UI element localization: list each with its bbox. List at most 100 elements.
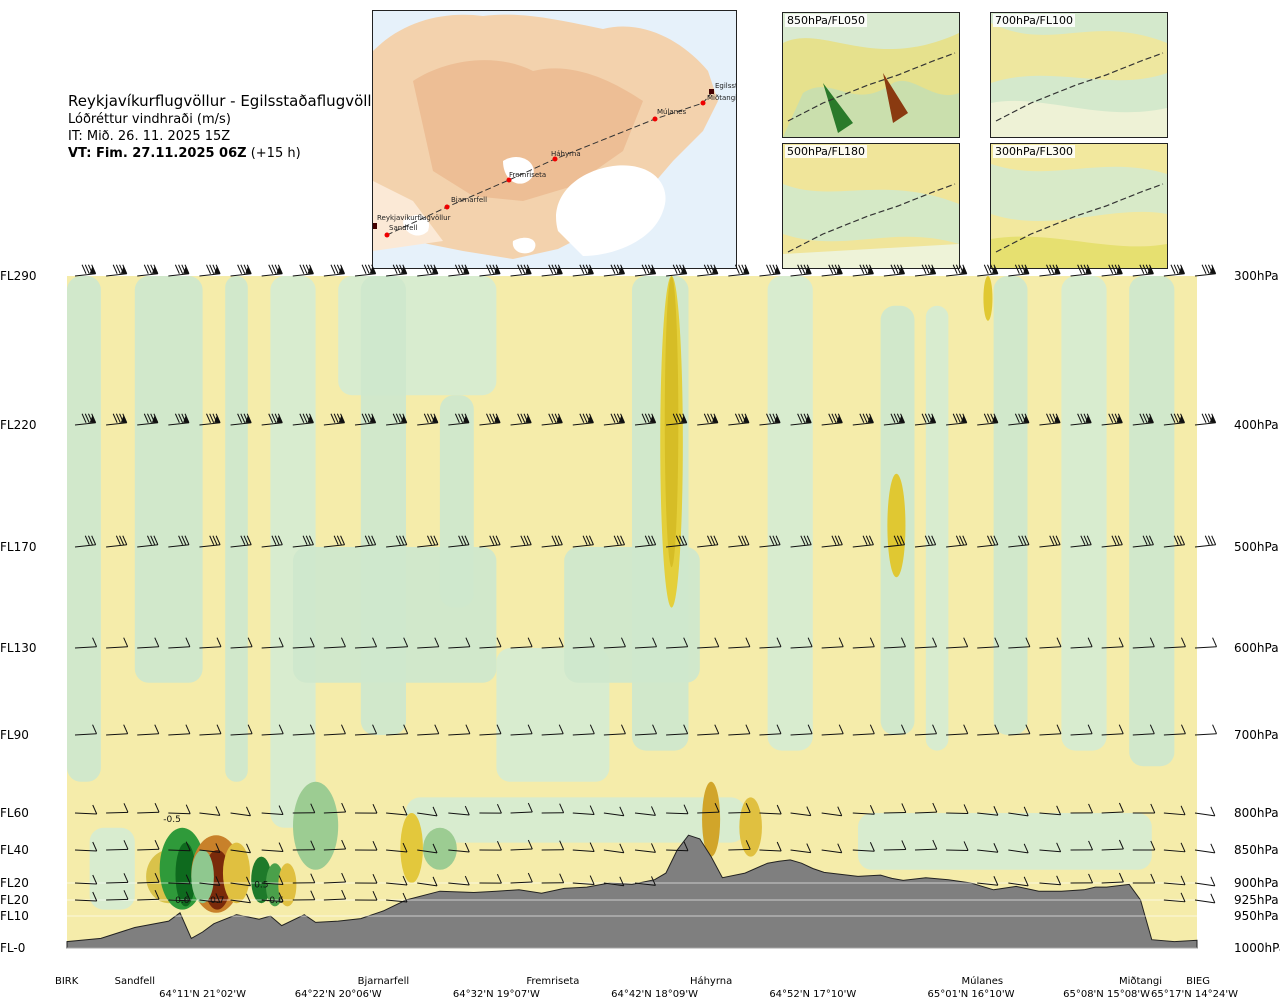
wind-barb [728,264,750,277]
wind-barb [510,637,533,649]
pressure-axis: 300hPa 400hPa 500hPa 600hPa 700hPa 800hPa 850h… [1234,269,1280,955]
wind-barb [1070,840,1094,851]
wind-barb [1101,535,1123,548]
field-cell-18 [702,781,721,857]
route-map-graphic: Reykjavíkurflugvöllur Sandfell Bjarnarfe… [373,11,736,268]
wind-barb [1039,724,1062,736]
field-band-1 [134,276,203,683]
wind-barb [261,413,283,426]
wind-barb [572,413,594,426]
wind-barb [1070,803,1094,814]
wind-barb [168,724,191,736]
wind-barb [74,724,98,736]
field-cell-15 [664,276,679,568]
pressure-level-label: 700hPa [1234,728,1279,742]
wind-barb [1163,892,1186,903]
wind-barb [74,264,97,277]
wind-barb [1132,264,1154,277]
wind-barb [541,803,565,814]
wind-barb [852,264,874,277]
wind-barb [1194,893,1216,904]
field-cell-17 [983,276,993,321]
wind-barb [74,874,98,885]
map-label-sandfell: Sandfell [389,224,417,232]
wind-barb [261,842,284,853]
wind-barb [541,264,563,277]
wind-barb [728,724,751,736]
wind-barb [292,840,316,851]
wind-barb [386,892,408,903]
value-label: -0.5 [163,815,181,825]
wind-barb [1163,637,1186,649]
wind-barb [634,724,658,736]
wind-barb [479,264,501,277]
wind-barb [1194,876,1216,887]
level-map-700-graphic [991,13,1167,137]
wind-barb [230,264,252,277]
station-label: Háhyrna [690,975,732,987]
wind-barb [541,724,564,736]
wind-barb [1132,724,1155,736]
wind-barb [1070,264,1092,277]
wind-barb [292,724,315,736]
wind-barb [448,724,471,736]
coordinate-label: 64°52'N 17°10'W [769,989,856,1000]
wind-barb [1070,413,1092,426]
station-label: BIEG [1186,976,1210,987]
field-cell-7 [222,842,251,904]
wind-barb [1101,637,1124,649]
wind-barb [510,872,533,884]
wind-barb [106,890,129,901]
station-label: Fremriseta [526,976,579,987]
wind-barb [790,264,812,277]
flight-level-label: FL10 [0,909,29,923]
wind-barb [852,637,875,649]
wind-barb [883,840,907,851]
wind-barb [479,873,502,884]
wind-barb [137,839,160,851]
wind-barb [728,413,750,426]
wind-barb [230,637,253,649]
wind-barb [634,843,656,853]
wind-barb [292,535,314,548]
level-map-850-label: 850hPa/FL050 [785,14,868,27]
wind-barb [790,413,812,426]
wind-barb [852,805,875,815]
level-map-500: 500hPa/FL180 [782,143,960,269]
wind-barb [821,264,843,277]
field-band-7 [439,395,474,608]
wind-barb [74,637,98,649]
map-label-fremriseta: Fremriseta [509,171,546,179]
wind-barb [883,413,906,426]
wind-barb [634,806,656,816]
wind-barb [728,803,751,814]
wind-barb [354,840,378,851]
wind-barb [821,535,843,548]
wind-barb [1163,875,1186,886]
wind-barb [448,875,470,886]
wind-barb [1101,802,1124,814]
wind-barb [666,535,688,548]
wind-barb [386,637,409,649]
wind-barb [261,892,284,903]
wind-barb [572,637,595,649]
wind-barb [479,840,502,851]
wind-barb [572,535,594,548]
terrain-shape [66,834,1198,949]
wind-barb [1194,413,1217,426]
wind-barb [697,637,720,649]
wind-barb [479,803,502,814]
map-label-bjarnarfell: Bjarnarfell [451,196,487,204]
wind-barb [541,535,563,548]
wind-barb [1039,842,1062,853]
wind-barb [510,535,532,548]
wind-barb [448,264,470,277]
wind-barb [168,804,191,815]
wind-barb [666,724,689,736]
flight-level-label: FL170 [0,540,37,554]
wind-barb [168,841,191,852]
field-cell-19 [739,797,762,857]
wind-barb [946,264,968,277]
level-map-700: 700hPa/FL100 [990,12,1168,138]
